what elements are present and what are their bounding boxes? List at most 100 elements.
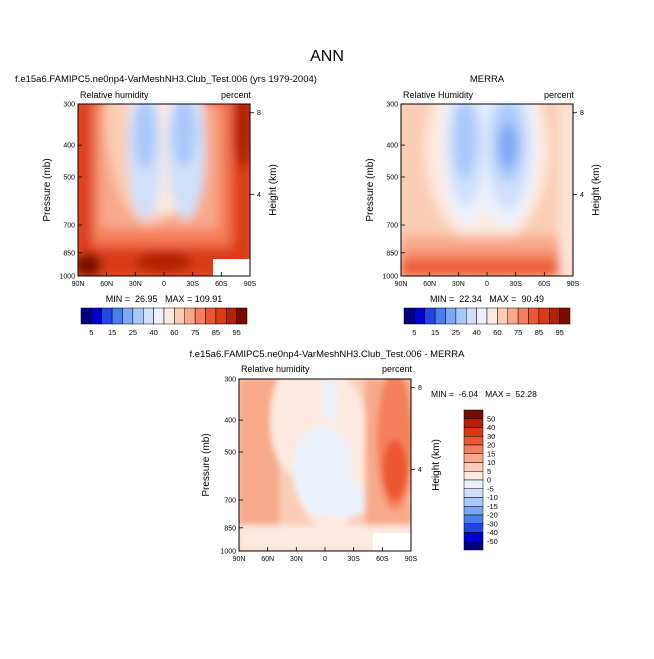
panel-title: MERRA	[470, 74, 505, 85]
colorbar-swatch	[174, 307, 185, 325]
colorbar-swatch	[463, 532, 484, 542]
x-tick-label: 90S	[405, 556, 418, 563]
colorbar-swatch	[463, 541, 484, 551]
colorbar-swatch	[445, 307, 457, 325]
x-tick-label: 30N	[129, 281, 142, 288]
x-tick-label: 90N	[233, 556, 246, 563]
units-label: percent	[221, 90, 252, 100]
y-tick-label: 300	[386, 102, 398, 109]
height-tick-label: 8	[580, 110, 584, 117]
y-tick-label: 1000	[220, 549, 236, 556]
colorbar-label: -10	[487, 493, 498, 502]
colorbar-label: 0	[487, 476, 491, 485]
colorbar-swatch	[463, 514, 484, 524]
y-tick-label: 400	[224, 418, 236, 425]
height-tick-label: 4	[257, 192, 261, 199]
colorbar-swatch	[194, 307, 206, 325]
y-tick-label: 850	[224, 525, 236, 532]
colorbar-swatch	[403, 307, 415, 325]
colorbar-swatch	[528, 307, 540, 325]
colorbar-swatch	[205, 307, 217, 325]
colorbar-label: 5	[487, 467, 491, 476]
colorbar-swatch	[463, 506, 484, 516]
colorbar: 5 15 25 40 60 75 85 95	[403, 307, 571, 337]
x-tick-label: 0	[485, 281, 489, 288]
colorbar-swatch	[153, 307, 165, 325]
x-tick-label: 30S	[509, 281, 522, 288]
colorbar-label: -30	[487, 519, 498, 528]
colorbar-label: 10	[487, 458, 495, 467]
height-axis-label: Height (km)	[431, 439, 442, 491]
y-tick-label: 300	[224, 377, 236, 384]
panel-title: f.e15a6.FAMIPC5.ne0np4-VarMeshNH3.Club_T…	[15, 74, 317, 85]
x-tick-label: 30N	[452, 281, 465, 288]
colorbar-swatch	[463, 488, 484, 498]
colorbar-label: 60	[170, 328, 178, 337]
colorbar-swatch	[111, 307, 123, 325]
y-tick-label: 1000	[59, 274, 75, 281]
colorbar-swatch	[226, 307, 237, 325]
y-tick-label: 300	[63, 102, 75, 109]
colorbar-label: -40	[487, 528, 498, 537]
x-axis-ticks: 90N 60N 30N 0 30S 60S 90S	[233, 547, 418, 563]
colorbar-label: -50	[487, 537, 498, 546]
colorbar-swatch	[559, 307, 571, 325]
colorbar-label: 15	[108, 328, 116, 337]
x-tick-label: 0	[323, 556, 327, 563]
height-axis-label: Height (km)	[591, 164, 602, 216]
colorbar-swatch	[497, 307, 508, 325]
colorbar-label: 5	[412, 328, 416, 337]
colorbar-swatch	[463, 471, 484, 481]
contour-field	[401, 104, 573, 276]
colorbar-label: 40	[472, 328, 480, 337]
colorbar-swatch	[143, 307, 154, 325]
colorbar-swatch	[455, 307, 467, 325]
colorbar-swatch	[463, 523, 484, 533]
colorbar-swatch	[507, 307, 519, 325]
colorbar-label: 95	[232, 328, 240, 337]
colorbar-swatch	[414, 307, 425, 325]
colorbar-swatch	[476, 307, 488, 325]
y-axis-label: Pressure (mb)	[42, 158, 53, 221]
figure-title: ANN	[310, 48, 344, 65]
x-tick-label: 0	[162, 281, 166, 288]
y-tick-label: 400	[386, 143, 398, 150]
colorbar-label: 15	[487, 449, 495, 458]
variable-label: Relative Humidity	[403, 90, 474, 100]
colorbar-swatch	[463, 462, 484, 472]
colorbar-label: -5	[487, 484, 494, 493]
units-label: percent	[544, 90, 575, 100]
contour-field	[239, 379, 411, 551]
x-tick-label: 60S	[538, 281, 551, 288]
variable-label: Relative humidity	[241, 364, 310, 374]
colorbar-label: 40	[149, 328, 157, 337]
x-tick-label: 60N	[100, 281, 113, 288]
x-axis-ticks: 90N 60N 30N 0 30S 60S 90S	[72, 272, 257, 288]
colorbar-label: 85	[212, 328, 220, 337]
colorbar-swatch	[184, 307, 196, 325]
variable-label: Relative humidity	[80, 90, 149, 100]
y-tick-label: 850	[386, 250, 398, 257]
height-axis-ticks: 84	[250, 110, 261, 199]
colorbar-label: 30	[487, 432, 495, 441]
x-axis-ticks: 90N 60N 30N 0 30S 60S 90S	[395, 272, 580, 288]
x-tick-label: 60N	[423, 281, 436, 288]
colorbar-swatch	[549, 307, 560, 325]
x-tick-label: 30N	[290, 556, 303, 563]
colorbar-swatch	[132, 307, 144, 325]
panel-merra: MERRA Relative Humidity percent	[365, 74, 602, 337]
y-axis-ticks: 300 400 500 700 850 1000	[220, 377, 243, 556]
min-max-stats: MIN = 26.95 MAX = 109.91	[106, 294, 223, 304]
colorbar-swatch	[463, 479, 484, 489]
colorbar-swatch	[424, 307, 436, 325]
colorbar-label: 75	[514, 328, 522, 337]
colorbar-swatch	[463, 497, 484, 507]
colorbar-swatch	[463, 418, 484, 428]
x-tick-label: 90S	[244, 281, 257, 288]
x-tick-label: 30S	[186, 281, 199, 288]
colorbar-swatch	[463, 453, 484, 463]
x-tick-label: 90N	[395, 281, 408, 288]
colorbar-swatch	[517, 307, 529, 325]
